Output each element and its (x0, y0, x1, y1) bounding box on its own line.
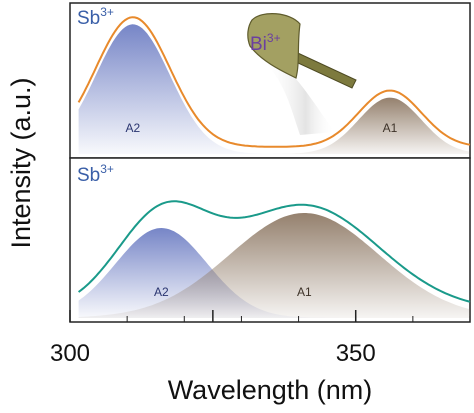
bottom-envelope-line (77, 200, 471, 303)
x-axis: 300 350 (50, 310, 471, 367)
bottom-band-a1 (78, 213, 470, 318)
x-tick-label-300: 300 (50, 340, 90, 367)
bi-label: Bi3+ (250, 31, 281, 55)
top-panel: A2 A1 Bi3+ Sb3+ (69, 2, 471, 159)
top-band-a1 (78, 97, 470, 154)
y-axis-label: Intensity (a.u.) (6, 77, 36, 248)
top-envelope-line (77, 16, 471, 148)
bottom-ion-label: Sb3+ (77, 162, 114, 186)
x-tick-label-350: 350 (336, 340, 376, 367)
bottom-band-label-a1: A1 (297, 285, 312, 299)
bottom-band-label-a2: A2 (154, 285, 169, 299)
x-axis-label: Wavelength (nm) (168, 375, 373, 405)
top-band-label-a2: A2 (126, 121, 141, 135)
top-ion-label: Sb3+ (77, 5, 114, 29)
swing-shadow (262, 58, 335, 135)
axe-icon (247, 13, 357, 89)
top-band-a2 (78, 24, 470, 154)
top-band-label-a1: A1 (383, 121, 398, 135)
bottom-panel: A2 A1 Sb3+ (69, 157, 471, 323)
